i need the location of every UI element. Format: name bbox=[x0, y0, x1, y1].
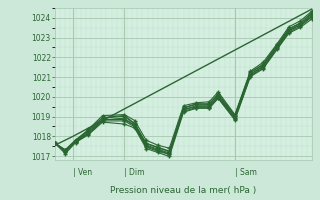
Text: | Sam: | Sam bbox=[235, 168, 257, 177]
Text: | Dim: | Dim bbox=[124, 168, 145, 177]
Text: | Ven: | Ven bbox=[73, 168, 92, 177]
Text: Pression niveau de la mer( hPa ): Pression niveau de la mer( hPa ) bbox=[110, 186, 257, 195]
